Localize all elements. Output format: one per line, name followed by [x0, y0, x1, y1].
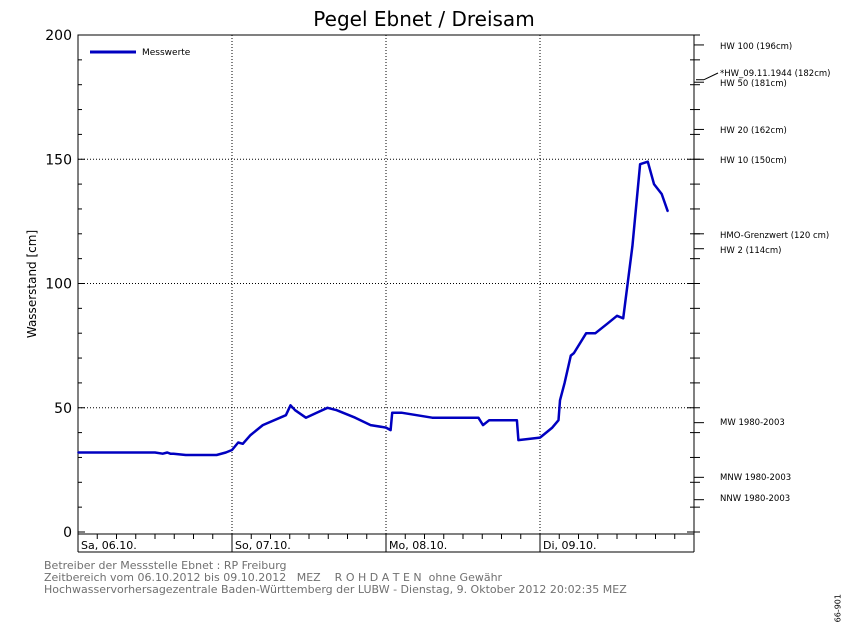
data-point — [241, 442, 244, 445]
data-point — [231, 449, 233, 451]
data-point — [161, 452, 164, 455]
data-point — [616, 315, 618, 317]
reference-leader — [703, 72, 719, 81]
data-point — [563, 382, 566, 384]
data-point — [639, 163, 641, 166]
data-point — [622, 317, 624, 320]
reference-label: *HW_09.11.1944 (182cm) — [720, 69, 830, 79]
footer-time-range: Zeitbereich vom 06.10.2012 bis 09.10.201… — [44, 571, 503, 584]
data-point — [431, 416, 434, 419]
data-point — [653, 183, 655, 185]
reference-label: NNW 1980-2003 — [720, 494, 790, 504]
data-point — [172, 452, 175, 455]
data-point — [294, 409, 296, 412]
y-tick-label: 100 — [45, 277, 72, 293]
chart-title: Pegel Ebnet / Dreisam — [313, 7, 534, 31]
x-tick-label: So, 07.10. — [235, 539, 291, 552]
data-point — [154, 451, 156, 454]
data-point — [477, 416, 480, 419]
data-point — [482, 424, 484, 426]
data-point — [594, 332, 597, 335]
y-tick-label: 150 — [45, 152, 72, 168]
data-point — [488, 419, 490, 421]
data-point — [262, 424, 264, 426]
reference-label: HW 50 (181cm) — [720, 79, 787, 89]
data-point — [559, 399, 561, 402]
x-tick-label: Di, 09.10. — [543, 539, 597, 552]
data-point — [385, 426, 387, 429]
data-point — [516, 419, 518, 421]
y-tick-label: 0 — [63, 525, 72, 541]
reference-label: HW 10 (150cm) — [720, 156, 787, 166]
data-point — [354, 416, 357, 419]
data-point — [631, 245, 634, 248]
data-point — [551, 426, 554, 429]
data-point — [77, 451, 79, 454]
reference-label: HW 20 (162cm) — [720, 126, 787, 136]
legend-label: Messwerte — [142, 48, 191, 58]
series-line-messwerte — [78, 160, 669, 457]
data-point — [326, 406, 329, 409]
y-tick-label: 200 — [45, 28, 72, 44]
data-point — [169, 452, 172, 455]
data-point — [225, 451, 227, 454]
x-tick-label: Sa, 06.10. — [81, 539, 137, 552]
data-point — [539, 436, 541, 439]
y-axis-label: Wasserstand [cm] — [25, 230, 39, 338]
data-point — [570, 354, 572, 357]
data-point — [400, 411, 403, 414]
data-point — [315, 411, 318, 414]
data-point — [285, 414, 287, 417]
data-point — [185, 454, 187, 456]
data-point — [289, 404, 292, 407]
data-point — [606, 322, 609, 325]
reference-label: MNW 1980-2003 — [720, 473, 791, 483]
chart-code: 66-901 — [833, 594, 842, 622]
data-point — [517, 439, 520, 441]
reference-label: MW 1980-2003 — [720, 418, 785, 428]
data-point — [249, 434, 252, 436]
footer-operator: Betreiber der Messstelle Ebnet : RP Frei… — [44, 559, 287, 572]
data-point — [389, 429, 392, 431]
data-point — [237, 441, 239, 444]
data-point — [573, 352, 575, 354]
reference-label: HW 2 (114cm) — [720, 246, 781, 256]
data-point — [391, 411, 393, 414]
data-point — [166, 451, 169, 454]
data-point — [542, 434, 544, 436]
water-level-chart: Pegel Ebnet / Dreisam Wasserstand [cm] 0 50… — [25, 7, 830, 553]
data-point — [585, 332, 587, 335]
data-point — [660, 193, 663, 195]
data-point — [369, 424, 372, 426]
x-tick-label: Mo, 08.10. — [389, 539, 447, 552]
footer-source: Hochwasservorhersagezentrale Baden-Württ… — [44, 583, 627, 596]
data-point — [335, 409, 338, 412]
data-point — [305, 416, 307, 419]
reference-label: HMO-Grenzwert (120 cm) — [720, 231, 829, 241]
data-point — [215, 454, 218, 456]
data-point — [647, 160, 649, 163]
data-point — [667, 210, 669, 213]
data-point — [557, 419, 560, 421]
y-tick-label: 50 — [54, 401, 72, 417]
reference-label: HW 100 (196cm) — [720, 42, 792, 52]
